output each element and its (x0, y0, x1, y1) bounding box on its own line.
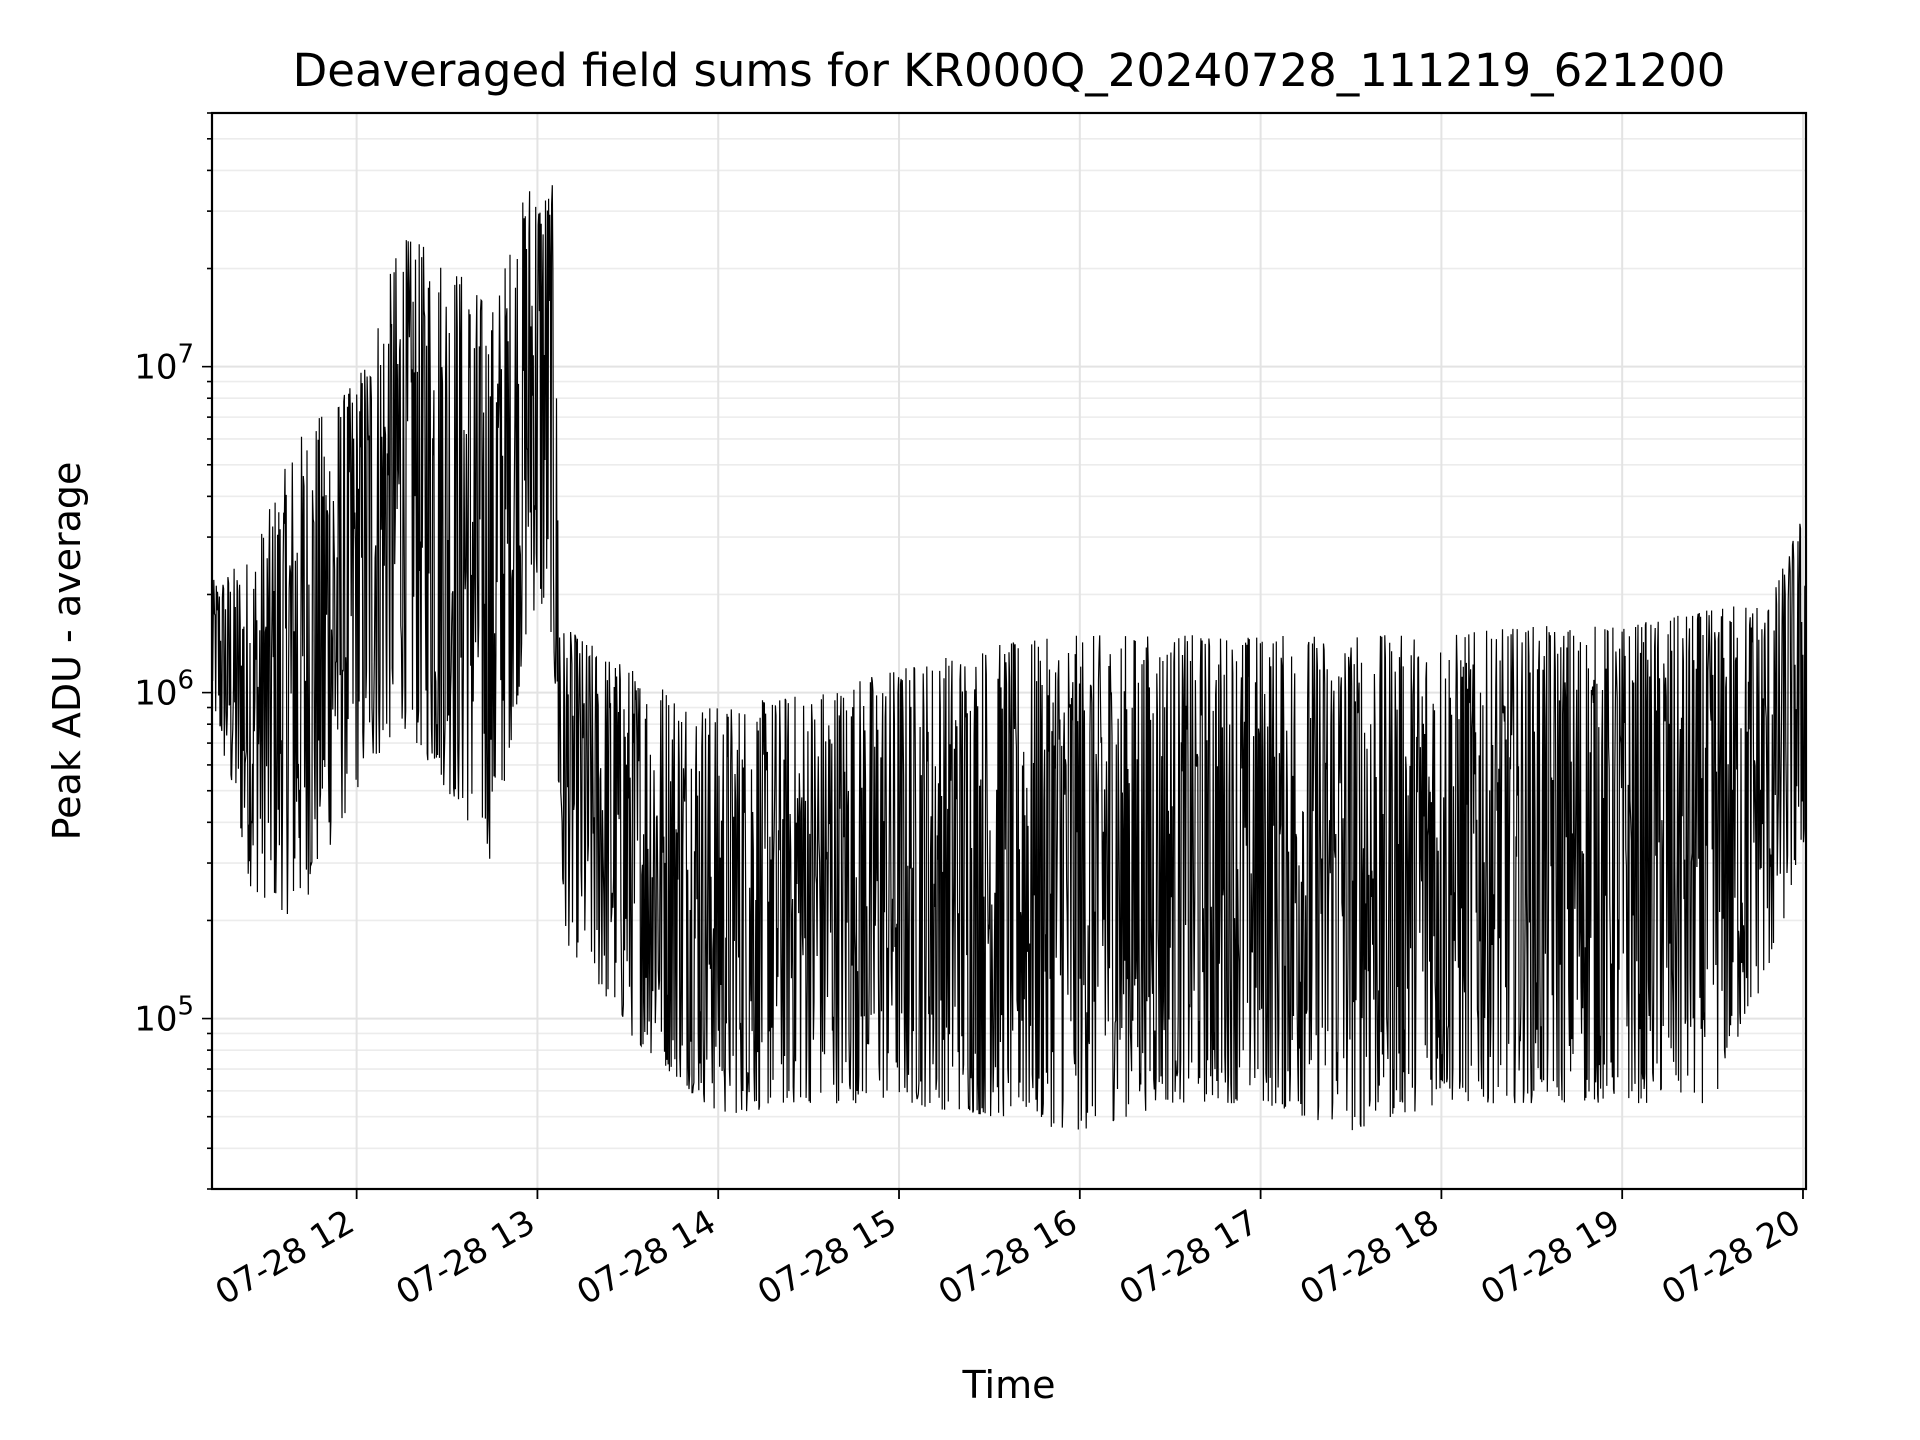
y-axis-label: Peak ADU - average (45, 462, 89, 841)
y-tick-label: 107 (134, 340, 194, 388)
y-tick-label: 105 (134, 992, 194, 1040)
y-tick-label: 106 (134, 666, 194, 714)
series-path (211, 185, 1807, 1131)
series-line (211, 185, 1807, 1131)
x-axis-label: Time (962, 1363, 1056, 1407)
chart-title: Deaveraged field sums for KR000Q_2024072… (293, 44, 1726, 97)
plot-frame (210, 111, 1808, 1191)
